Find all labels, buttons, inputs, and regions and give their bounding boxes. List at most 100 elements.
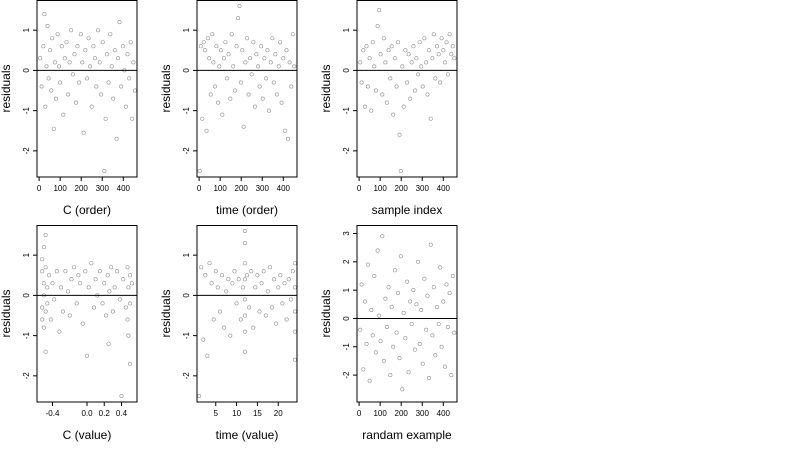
data-point [73,100,78,105]
y-axis-label: residuals [319,289,333,337]
data-point [131,60,136,65]
data-point [220,273,225,278]
data-point [383,60,388,65]
data-point [372,273,377,278]
data-point [411,288,416,293]
data-point [276,64,281,69]
y-tick-label: -2 [182,372,191,380]
data-point [52,297,57,302]
y-tick-label: 1 [342,287,351,292]
data-point [394,84,399,89]
data-point [389,305,394,310]
data-point [86,36,91,41]
data-point [104,313,109,318]
data-point [205,36,210,41]
data-point [403,336,408,341]
y-tick-label: -1 [182,107,191,115]
x-tick-label: 300 [96,184,110,193]
y-tick-label: 1 [182,27,191,32]
data-point [242,349,247,354]
data-point [109,64,114,69]
data-point [103,116,108,121]
data-point [120,44,125,49]
data-point [450,44,455,49]
data-point [128,40,133,45]
data-point [369,307,374,312]
data-point [358,60,363,65]
data-point [242,229,247,234]
data-point [224,289,229,294]
data-point [289,84,294,89]
data-point [197,393,202,398]
data-point [100,40,105,45]
data-point [251,40,256,45]
data-point [223,40,228,45]
y-axis-label: residuals [159,289,173,337]
data-point [403,48,408,53]
data-point [439,344,444,349]
data-point [414,56,419,61]
data-point [396,40,401,45]
x-tick-label: 200 [75,184,89,193]
y-tick-label: -2 [182,147,191,155]
data-point [447,290,452,295]
x-tick-label: 200 [395,409,409,418]
data-point [412,347,417,352]
data-point [48,317,53,322]
y-tick-label: 0 [22,293,31,298]
y-tick-label: -1 [22,107,31,115]
data-point [72,52,77,57]
x-tick-label: 400 [437,409,451,418]
data-point [228,333,233,338]
data-point [292,285,297,290]
data-point [274,321,279,326]
y-tick-label: 1 [22,27,31,32]
x-axis-label: randam example [362,428,452,442]
data-point [361,367,366,372]
data-point [272,277,277,282]
data-point [263,313,268,318]
data-point [406,52,411,57]
data-point [114,136,119,141]
data-point [270,36,275,41]
data-point [392,268,397,273]
data-point [43,265,48,270]
data-point [282,281,287,286]
data-point [201,40,206,45]
y-axis-label: residuals [159,64,173,112]
data-point [290,269,295,274]
data-point [242,329,247,334]
data-point [417,341,422,346]
x-tick-label: 0.2 [99,409,111,418]
data-point [288,297,293,302]
data-point [53,96,58,101]
data-point [234,44,239,49]
data-point [88,64,93,69]
x-tick-label: -0.4 [46,409,60,418]
data-point [419,64,424,69]
data-point [74,301,79,306]
data-point [126,333,131,338]
data-point [228,96,233,101]
data-point [40,305,45,310]
data-point [424,327,429,332]
data-point [207,261,212,266]
data-point [46,76,51,81]
data-point [112,285,117,290]
data-point [267,265,272,270]
data-point [66,92,71,97]
data-point [40,257,45,262]
data-point [433,76,438,81]
data-point [50,281,55,286]
data-point [242,241,247,246]
data-point [51,126,56,131]
data-point [381,36,386,41]
data-point [43,233,48,238]
data-point [57,64,62,69]
data-point [373,350,378,355]
data-point [276,285,281,290]
data-point [384,324,389,329]
data-point [278,40,283,45]
data-point [41,245,46,250]
data-point [444,40,449,45]
